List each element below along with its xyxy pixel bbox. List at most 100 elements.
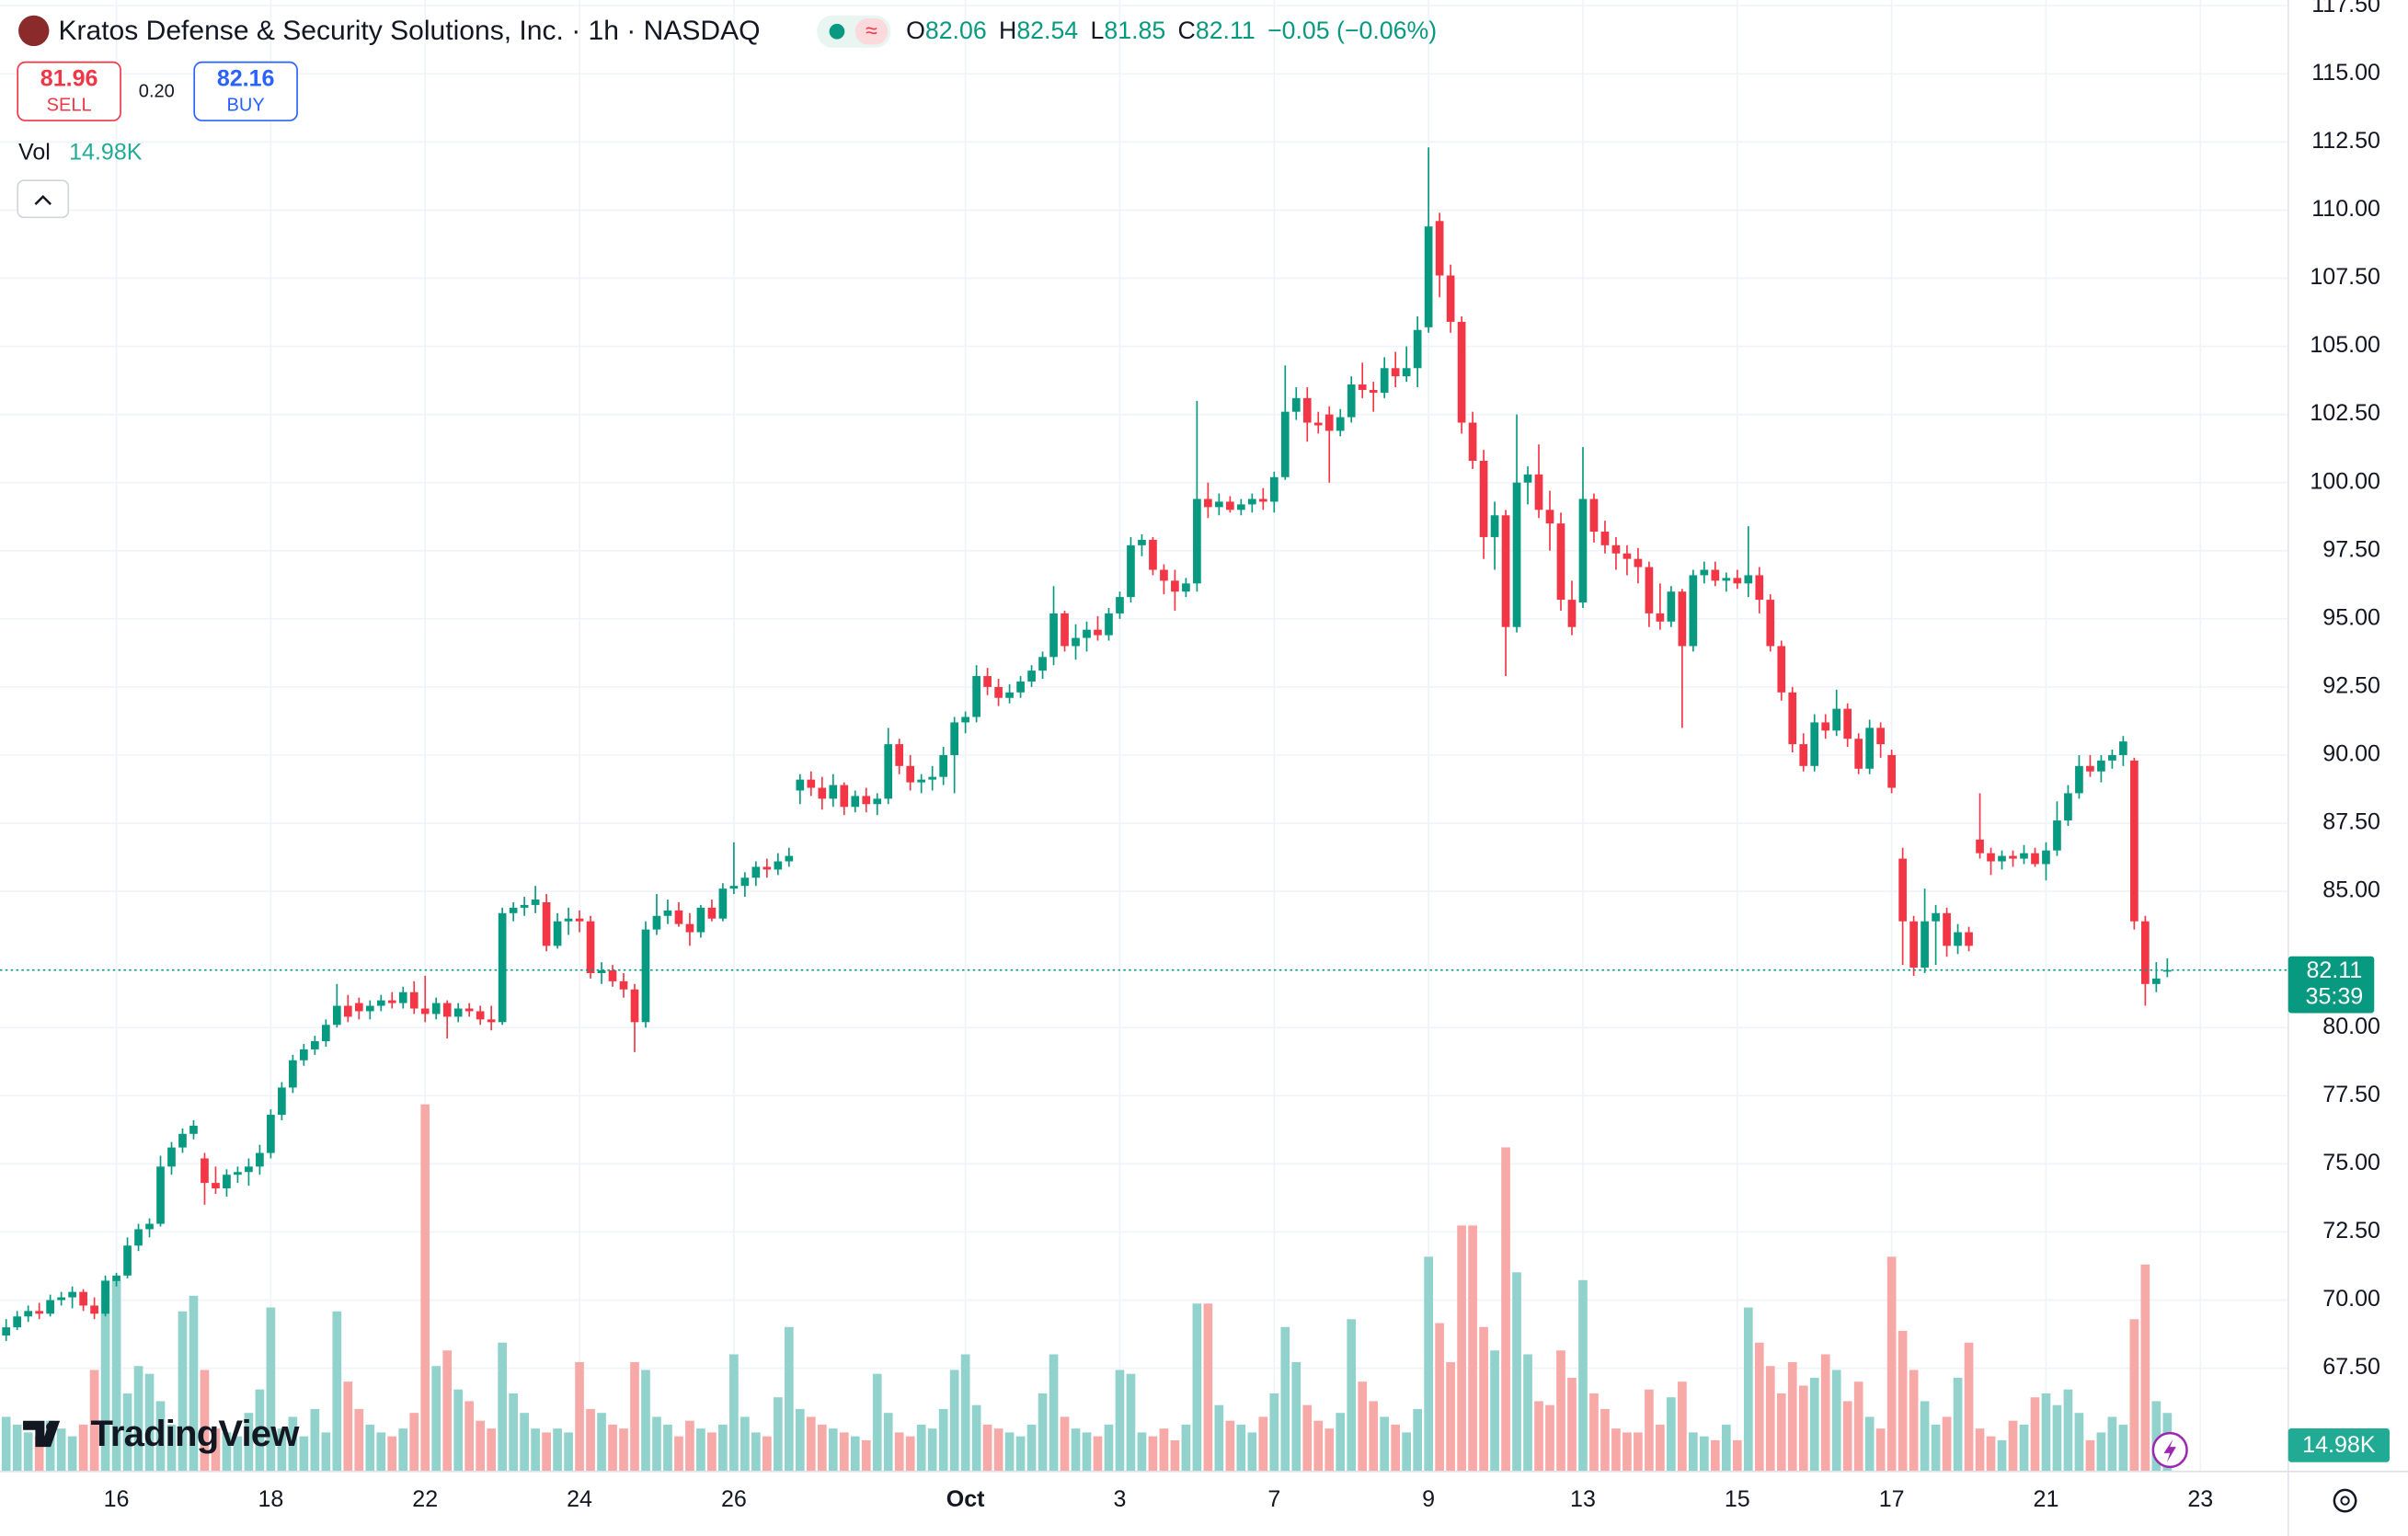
volume-bar — [883, 1413, 893, 1472]
x-tick-label: 23 — [2187, 1486, 2213, 1512]
candle-body — [1072, 637, 1080, 647]
volume-bar — [1137, 1432, 1147, 1472]
volume-bar — [1853, 1381, 1863, 1472]
y-tick-label: 70.00 — [2322, 1286, 2380, 1312]
volume-bar — [431, 1366, 441, 1472]
candle-body — [1998, 855, 2006, 862]
volume-bar — [520, 1413, 529, 1472]
collapse-button[interactable] — [17, 179, 70, 219]
candle-body — [68, 1291, 76, 1298]
candle-body — [1490, 515, 1499, 537]
x-tick-label: 24 — [567, 1486, 592, 1512]
volume-bar — [806, 1416, 816, 1472]
candle-body — [1600, 532, 1610, 545]
x-tick-label: 16 — [104, 1486, 130, 1512]
candle-body — [1247, 499, 1256, 505]
volume-bar — [784, 1326, 794, 1472]
volume-bar — [1689, 1432, 1698, 1472]
volume-bar — [707, 1432, 717, 1472]
spread: 0.20 — [139, 81, 175, 101]
volume-bar — [1578, 1279, 1588, 1472]
change: −0.05 (−0.06%) — [1267, 17, 1437, 44]
candle-body — [365, 1005, 374, 1012]
volume-bar — [817, 1424, 827, 1472]
candle-body — [156, 1166, 165, 1224]
volume-bar — [2096, 1432, 2106, 1472]
volume-bar — [729, 1354, 739, 1472]
candle-body — [145, 1223, 154, 1230]
volume-bar — [1060, 1416, 1070, 1472]
y-tick-label: 77.50 — [2322, 1082, 2380, 1107]
volume-bar — [1115, 1370, 1125, 1472]
chart-title: Kratos Defense & Security Solutions, Inc… — [58, 16, 760, 46]
candle-body — [1667, 591, 1676, 622]
candle-body — [1236, 504, 1245, 510]
volume-bar — [1942, 1416, 1952, 1472]
volume-bar — [1534, 1401, 1543, 1472]
candle-body — [90, 1305, 98, 1314]
volume-bar — [608, 1424, 617, 1472]
volume-bar — [663, 1424, 672, 1472]
ohlc-value: 82.06 — [925, 17, 987, 44]
volume-bar — [1875, 1428, 1886, 1472]
volume-legend-value: 14.98K — [69, 140, 143, 166]
volume-bar — [34, 1436, 44, 1472]
settings-button[interactable] — [2333, 1488, 2357, 1513]
volume-bar — [1667, 1397, 1676, 1472]
candle-body — [575, 918, 584, 922]
collapse-icon — [34, 194, 52, 205]
candle-body — [2042, 850, 2050, 865]
candle-body — [1777, 646, 1786, 693]
candle-body — [2031, 853, 2039, 865]
candle-body — [564, 918, 573, 922]
volume-bar — [1391, 1424, 1401, 1472]
candle-body — [895, 744, 904, 766]
volume-bar — [1225, 1420, 1235, 1472]
candle-body — [332, 1005, 341, 1026]
volume-bar — [2052, 1404, 2062, 1472]
volume-bar — [376, 1432, 386, 1472]
y-tick-label: 112.50 — [2311, 128, 2380, 154]
volume-bar — [652, 1416, 661, 1472]
candle-body — [586, 921, 595, 973]
candle-body — [431, 1003, 441, 1014]
volume-bar — [1071, 1428, 1081, 1472]
candle-body — [1413, 329, 1422, 369]
ohlc-label: C — [1178, 17, 1196, 44]
candle-body — [1898, 858, 1907, 922]
volume-bar — [2129, 1319, 2139, 1472]
candle-body — [1678, 591, 1687, 647]
sell-button[interactable] — [17, 61, 121, 121]
candle-body — [2075, 765, 2083, 794]
candle-body — [267, 1115, 275, 1153]
volume-bar — [740, 1416, 750, 1472]
candle-body — [2130, 760, 2139, 922]
candle-body — [917, 779, 926, 783]
candle-body — [376, 1000, 385, 1006]
candle-body — [939, 754, 948, 777]
volume-bar — [1997, 1439, 2007, 1472]
volume-bar — [1864, 1416, 1875, 1472]
volume-bar — [1931, 1424, 1941, 1472]
ohlc-value: 82.11 — [1196, 17, 1256, 44]
volume-bar — [1678, 1381, 1687, 1472]
candle-body — [1446, 275, 1455, 322]
buy-button[interactable] — [193, 61, 298, 121]
volume-bar — [1159, 1428, 1169, 1472]
volume-bar — [850, 1436, 860, 1472]
volume-bar — [1501, 1147, 1510, 1472]
volume-bar — [1170, 1439, 1180, 1472]
candle-body — [774, 861, 783, 870]
candle-body — [189, 1125, 198, 1134]
volume-bar — [1776, 1393, 1786, 1472]
candle-body — [1269, 476, 1279, 502]
axes: 67.50 70.00 72.50 75.00 77.50 80.00 85.00 87.50… — [104, 0, 2380, 1512]
candle-body — [2119, 741, 2127, 755]
candle-body — [718, 888, 728, 919]
volume-bar — [189, 1295, 199, 1472]
volume-bar — [1181, 1424, 1191, 1472]
candle-body — [1788, 692, 1797, 745]
candle-body — [2053, 820, 2061, 851]
volume-bar — [763, 1436, 772, 1472]
candle-body — [1061, 613, 1069, 647]
